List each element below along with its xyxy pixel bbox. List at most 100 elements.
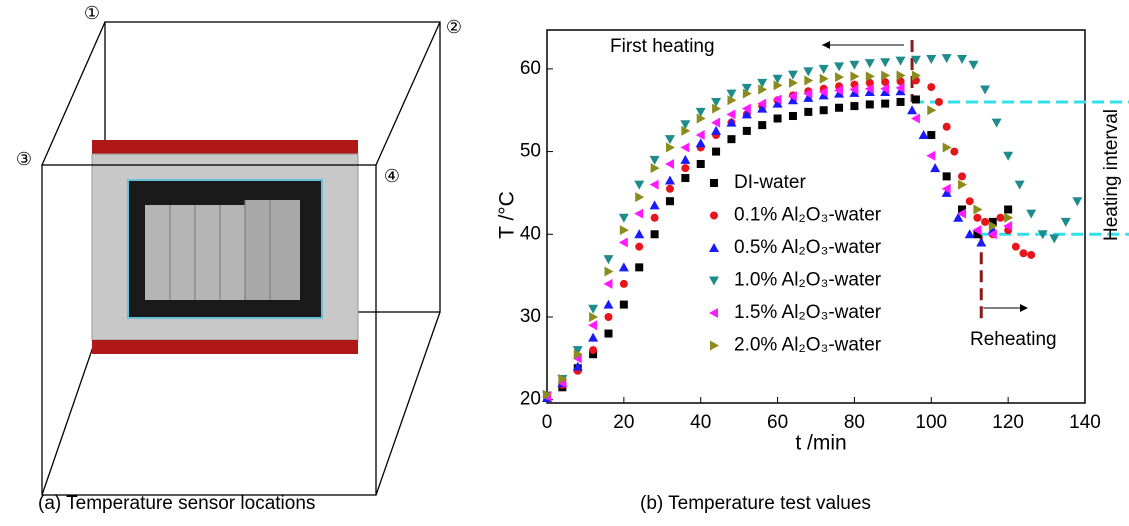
data-point — [804, 108, 812, 116]
data-point — [604, 330, 612, 338]
data-point — [620, 301, 628, 309]
legend-marker — [709, 243, 719, 252]
data-point — [603, 300, 613, 309]
legend-label: 1.0% Al₂O₃-water — [734, 270, 882, 291]
data-point — [1049, 234, 1059, 243]
data-point — [758, 121, 766, 129]
data-point — [981, 218, 989, 226]
data-point — [1026, 210, 1036, 219]
legend-marker — [710, 212, 718, 220]
annotation: Heating interval — [1101, 109, 1122, 241]
sensor-label: ③ — [16, 149, 32, 169]
heater-top — [92, 140, 358, 154]
sensor-label: ② — [446, 17, 462, 37]
data-point — [850, 71, 859, 81]
data-point — [651, 214, 659, 222]
data-point — [973, 204, 982, 214]
data-point — [976, 238, 986, 247]
data-point — [911, 113, 920, 123]
data-point — [650, 200, 660, 209]
data-point — [820, 106, 828, 114]
data-point — [619, 262, 629, 271]
data-point — [819, 65, 829, 74]
data-point — [651, 230, 659, 238]
data-point — [803, 67, 813, 76]
x-tick-label: 0 — [542, 412, 553, 433]
data-point — [666, 185, 674, 193]
data-point — [603, 279, 612, 289]
y-tick-label: 60 — [520, 58, 541, 79]
figure: ① ② ③ ④ (a) Temperature sensor locations… — [0, 0, 1129, 526]
edge — [376, 22, 440, 165]
data-point — [789, 112, 797, 120]
data-point — [635, 243, 643, 251]
data-point — [849, 61, 859, 70]
data-point — [835, 72, 844, 82]
data-point — [1015, 181, 1025, 190]
data-point — [965, 229, 975, 238]
data-point — [619, 238, 628, 248]
data-point — [1012, 243, 1020, 251]
x-tick-label: 40 — [690, 412, 711, 433]
caption: (a) Temperature sensor locations — [38, 493, 315, 514]
legend-marker — [710, 179, 718, 187]
data-point — [880, 58, 890, 67]
data-point — [666, 197, 674, 205]
heater-bottom — [92, 340, 358, 354]
data-point — [980, 86, 990, 95]
data-point — [935, 98, 943, 106]
data-point — [789, 78, 798, 88]
data-point — [850, 102, 858, 110]
legend-label: 2.0% Al₂O₃-water — [734, 335, 882, 356]
data-point — [634, 209, 643, 219]
data-point — [881, 100, 889, 108]
data-point — [950, 148, 958, 156]
x-axis-label: t /min — [795, 432, 846, 455]
data-point — [711, 118, 720, 128]
data-point — [1061, 218, 1071, 227]
data-point — [1004, 205, 1012, 213]
arrow-head — [1020, 304, 1028, 312]
data-point — [927, 105, 936, 115]
data-point — [680, 142, 689, 152]
data-point — [681, 164, 689, 172]
x-tick-label: 120 — [992, 412, 1024, 433]
caption: (b) Temperature test values — [640, 493, 871, 514]
chart: 0204060801001201402030405060t /minT /°CF… — [496, 30, 1129, 455]
data-point — [992, 119, 1002, 128]
arrow-head — [822, 41, 830, 49]
data-point — [957, 55, 967, 64]
data-point — [634, 181, 644, 190]
data-point — [1072, 197, 1082, 206]
data-point — [926, 55, 936, 64]
data-point — [589, 346, 597, 354]
data-point — [969, 61, 979, 70]
data-point — [966, 197, 974, 205]
y-axis-label: T /°C — [496, 191, 519, 239]
y-tick-label: 40 — [520, 223, 541, 244]
data-point — [835, 104, 843, 112]
data-point — [943, 172, 951, 180]
data-point — [930, 163, 940, 172]
data-point — [1027, 251, 1035, 259]
x-tick-label: 100 — [915, 412, 947, 433]
x-tick-label: 80 — [844, 412, 865, 433]
data-point — [919, 130, 929, 139]
data-point — [743, 127, 751, 135]
data-point — [926, 151, 935, 161]
edge — [376, 312, 440, 495]
data-point — [942, 54, 952, 63]
data-point — [726, 109, 735, 119]
data-point — [896, 57, 906, 66]
data-point — [912, 95, 920, 103]
sensor-label: ④ — [384, 166, 400, 186]
legend-label: 0.5% Al₂O₃-water — [734, 237, 882, 258]
data-point — [681, 174, 689, 182]
y-tick-label: 30 — [520, 306, 541, 327]
slabs — [245, 200, 300, 300]
x-tick-label: 140 — [1069, 412, 1101, 433]
data-point — [635, 263, 643, 271]
data-point — [897, 98, 905, 106]
page: ① ② ③ ④ (a) Temperature sensor locations… — [0, 0, 1129, 526]
data-point — [603, 255, 613, 264]
